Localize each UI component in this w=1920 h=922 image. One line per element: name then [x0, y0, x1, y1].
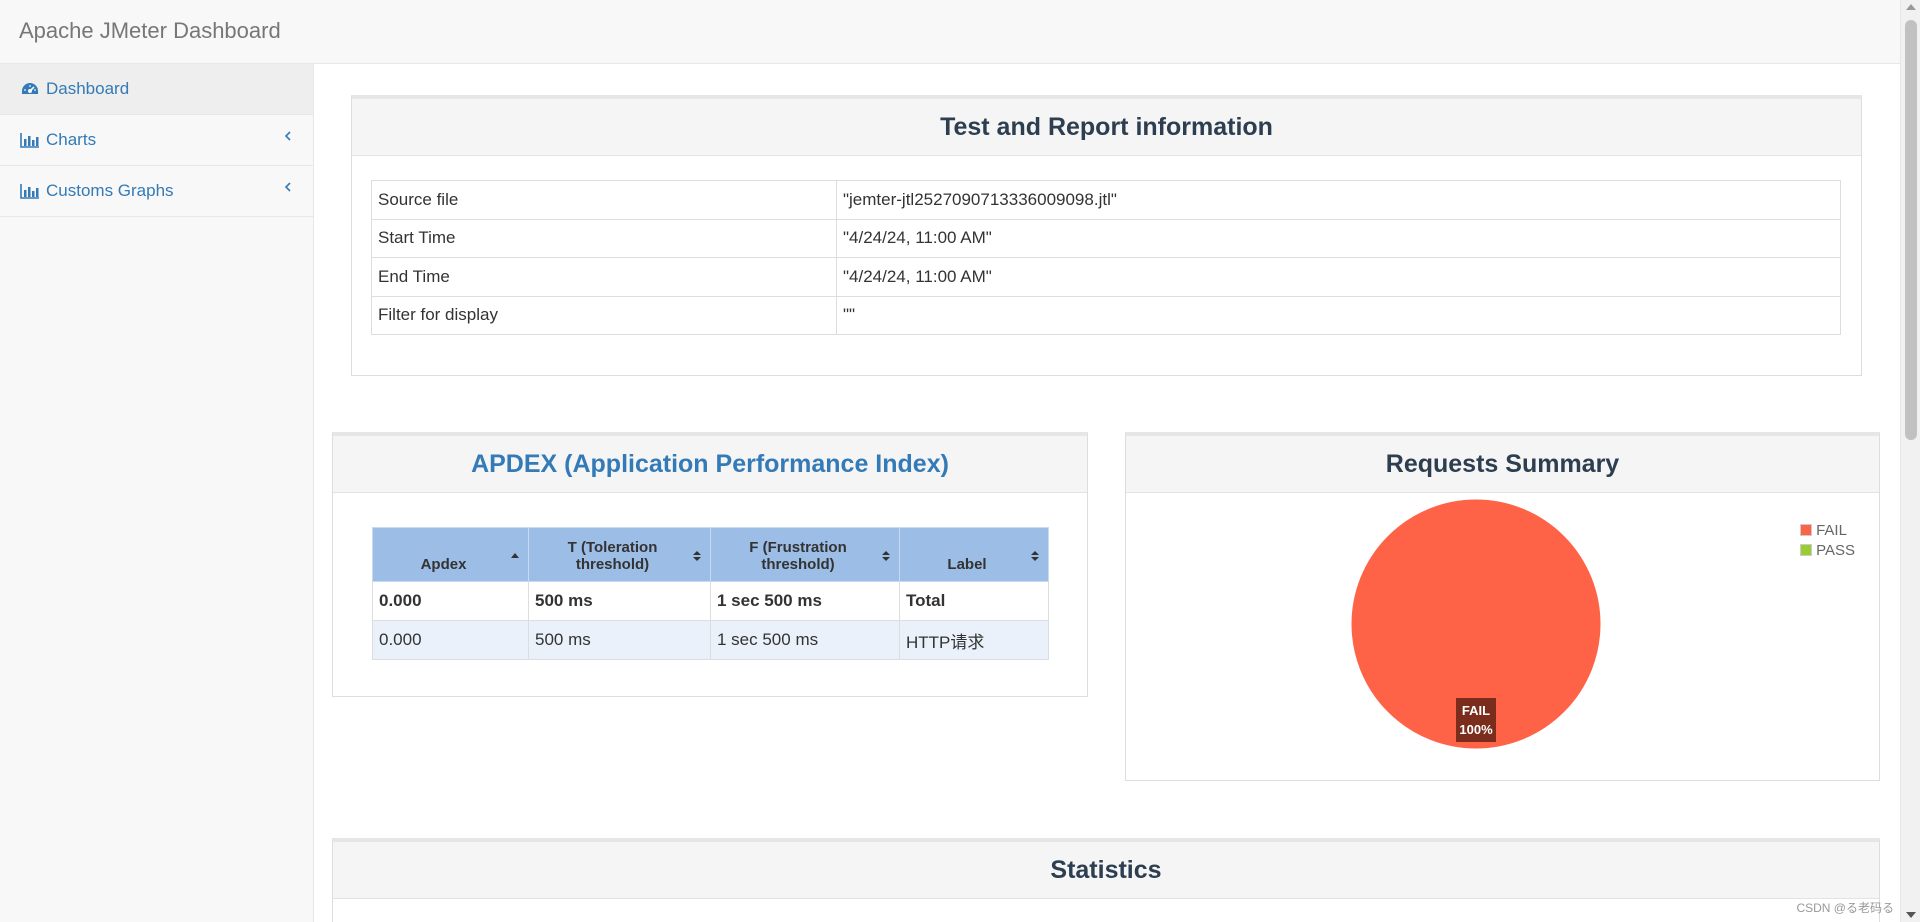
- pie-slice-fail[interactable]: [1350, 498, 1602, 750]
- legend-item-pass[interactable]: PASS: [1800, 540, 1855, 560]
- apdex-cell: 0.000: [372, 581, 529, 621]
- panel-header: APDEX (Application Performance Index): [333, 436, 1087, 493]
- sidebar-item-label: Charts: [46, 130, 97, 149]
- legend-label: FAIL: [1816, 521, 1847, 539]
- page-scrollbar[interactable]: [1900, 0, 1920, 922]
- toleration-cell: 500 ms: [528, 581, 711, 621]
- watermark: CSDN @る老码る: [1796, 901, 1894, 915]
- apdex-cell: 0.000: [372, 620, 529, 660]
- panel-header: Test and Report information: [352, 99, 1861, 156]
- legend-item-fail[interactable]: FAIL: [1800, 520, 1855, 540]
- scroll-up-icon[interactable]: [1906, 4, 1916, 10]
- chevron-left-icon: [284, 131, 291, 141]
- slice-label-percent: 100%: [1459, 722, 1493, 737]
- panel-title: Statistics: [1050, 855, 1162, 884]
- sidebar: Dashboard Charts Customs Graphs: [0, 64, 314, 922]
- sort-icon: [693, 551, 701, 561]
- table-row: Filter for display "": [371, 295, 1841, 335]
- table-header-row: Apdex T (Toleration threshold) F (Frustr…: [372, 527, 1049, 582]
- sort-asc-icon: [511, 553, 519, 558]
- bar-chart-icon: [20, 184, 39, 199]
- label-cell: HTTP请求: [899, 620, 1049, 660]
- info-key: Start Time: [371, 218, 837, 258]
- column-header-label: Apdex: [420, 556, 467, 573]
- table-row: 0.000 500 ms 1 sec 500 ms HTTP请求: [372, 620, 1049, 660]
- apdex-panel: APDEX (Application Performance Index) Ap…: [332, 432, 1088, 697]
- requests-pie-chart[interactable]: FAIL 100%: [1126, 494, 1879, 780]
- info-key: Source file: [371, 180, 837, 220]
- column-header-label-col[interactable]: Label: [899, 527, 1049, 582]
- table-row: End Time "4/24/24, 11:00 AM": [371, 257, 1841, 297]
- apdex-title-link[interactable]: APDEX (Application Performance Index): [471, 449, 949, 478]
- legend-swatch: [1800, 524, 1813, 536]
- column-header-label: Label: [947, 556, 987, 573]
- column-header-toleration[interactable]: T (Toleration threshold): [528, 527, 711, 582]
- column-header-label: F (Frustration threshold): [749, 539, 847, 573]
- info-key: End Time: [371, 257, 837, 297]
- top-navbar: Apache JMeter Dashboard: [0, 0, 1900, 64]
- sidebar-item-label: Customs Graphs: [46, 181, 174, 200]
- frustration-cell: 1 sec 500 ms: [710, 581, 900, 621]
- table-row: Source file "jemter-jtl25270907133360090…: [371, 180, 1841, 220]
- column-header-apdex[interactable]: Apdex: [372, 527, 529, 582]
- pie-slice-label: FAIL 100%: [1456, 698, 1496, 742]
- chevron-left-icon: [284, 182, 291, 192]
- panel-header: Statistics: [333, 842, 1879, 899]
- info-value: "4/24/24, 11:00 AM": [836, 257, 1841, 297]
- slice-label-box: [1456, 698, 1496, 742]
- scrollbar-thumb[interactable]: [1905, 20, 1917, 440]
- panel-header: Requests Summary: [1126, 436, 1879, 493]
- frustration-cell: 1 sec 500 ms: [710, 620, 900, 660]
- apdex-table: Apdex T (Toleration threshold) F (Frustr…: [372, 527, 1049, 660]
- info-key: Filter for display: [371, 295, 837, 335]
- legend-label: PASS: [1816, 541, 1855, 559]
- requests-summary-panel: Requests Summary FAIL 100% FAIL PASS: [1125, 432, 1880, 781]
- panel-title: Test and Report information: [940, 112, 1273, 141]
- sidebar-item-label: Dashboard: [46, 79, 130, 98]
- info-value: "": [836, 295, 1841, 335]
- table-row: Start Time "4/24/24, 11:00 AM": [371, 218, 1841, 258]
- info-value: "jemter-jtl2527090713336009098.jtl": [836, 180, 1841, 220]
- sidebar-item-customs-graphs[interactable]: Customs Graphs: [0, 166, 313, 217]
- info-value: "4/24/24, 11:00 AM": [836, 218, 1841, 258]
- dashboard-icon: [22, 83, 38, 94]
- statistics-panel: Statistics: [332, 838, 1880, 922]
- label-cell: Total: [899, 581, 1049, 621]
- legend-swatch: [1800, 544, 1813, 556]
- sidebar-item-dashboard[interactable]: Dashboard: [0, 64, 313, 115]
- table-row-total: 0.000 500 ms 1 sec 500 ms Total: [372, 581, 1049, 621]
- info-table: Source file "jemter-jtl25270907133360090…: [371, 180, 1841, 335]
- toleration-cell: 500 ms: [528, 620, 711, 660]
- app-title[interactable]: Apache JMeter Dashboard: [19, 18, 281, 43]
- panel-title: Requests Summary: [1385, 449, 1620, 478]
- test-report-info-panel: Test and Report information Source file …: [351, 95, 1862, 376]
- column-header-frustration[interactable]: F (Frustration threshold): [710, 527, 900, 582]
- column-header-label: T (Toleration threshold): [567, 539, 658, 573]
- sort-icon: [1031, 551, 1039, 561]
- bar-chart-icon: [20, 133, 39, 148]
- sidebar-item-charts[interactable]: Charts: [0, 115, 313, 166]
- chart-legend: FAIL PASS: [1800, 520, 1855, 560]
- slice-label-name: FAIL: [1462, 703, 1490, 718]
- scroll-down-icon[interactable]: [1906, 912, 1916, 918]
- sort-icon: [882, 551, 890, 561]
